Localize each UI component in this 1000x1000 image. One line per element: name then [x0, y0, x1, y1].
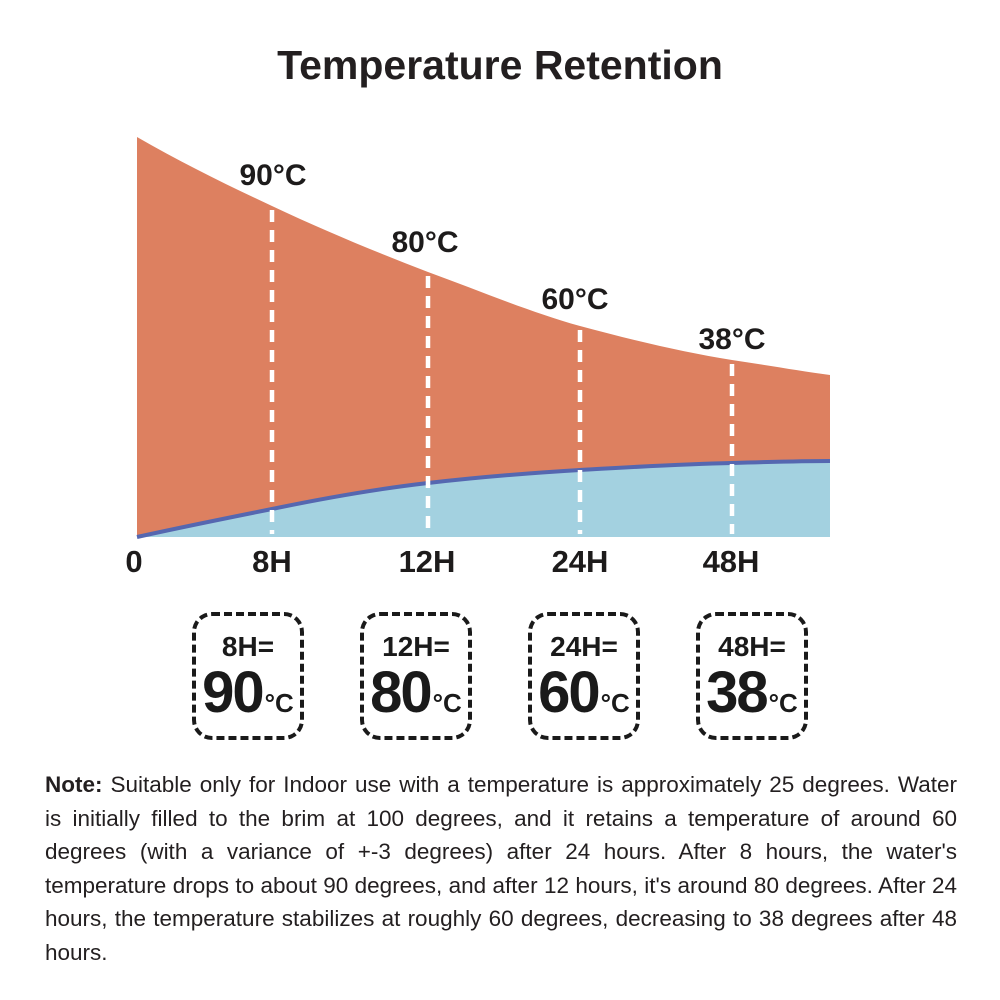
x-tick-24h: 24H — [551, 544, 609, 579]
note-paragraph: Note: Suitable only for Indoor use with … — [45, 768, 957, 969]
x-tick-48h: 48H — [702, 544, 760, 579]
card-temp-unit: °C — [768, 688, 798, 719]
card-hours-label: 8H= — [221, 630, 275, 662]
card-hours-label: 48H= — [718, 630, 786, 662]
hot-area-shape — [137, 137, 830, 537]
card-temp-number: 60 — [538, 660, 600, 726]
card-temp-value: 80 °C — [370, 664, 462, 722]
cool-area-shape — [137, 461, 830, 537]
card-temp-number: 38 — [706, 660, 768, 726]
page-title: Temperature Retention — [277, 42, 723, 88]
note-label: Note: — [45, 772, 103, 797]
card-temp-value: 38 °C — [706, 664, 798, 722]
card-temp-value: 90 °C — [202, 664, 294, 722]
card-temp-unit: °C — [600, 688, 630, 719]
card-temp-number: 90 — [202, 660, 264, 726]
card-hours-label: 12H= — [382, 630, 450, 662]
point-label-60c: 60°C — [541, 283, 609, 316]
card-temp-value: 60 °C — [538, 664, 630, 722]
point-label-80c: 80°C — [391, 226, 459, 259]
x-tick-12h: 12H — [398, 544, 456, 579]
summary-card-24h: 24H= 60 °C — [528, 612, 640, 740]
boundary-line — [136, 459, 831, 539]
card-temp-number: 80 — [370, 660, 432, 726]
card-hours-label: 24H= — [550, 630, 618, 662]
x-tick-8h: 8H — [252, 544, 292, 579]
point-label-90c: 90°C — [239, 159, 307, 192]
point-label-38c: 38°C — [698, 323, 766, 356]
x-tick-0: 0 — [125, 544, 143, 579]
summary-card-48h: 48H= 38 °C — [696, 612, 808, 740]
card-temp-unit: °C — [432, 688, 462, 719]
card-temp-unit: °C — [264, 688, 294, 719]
summary-card-12h: 12H= 80 °C — [360, 612, 472, 740]
summary-cards-row: 8H= 90 °C 12H= 80 °C 24H= 60 °C 48H= 38 — [192, 612, 808, 740]
note-text: Suitable only for Indoor use with a temp… — [45, 772, 957, 965]
summary-card-8h: 8H= 90 °C — [192, 612, 304, 740]
